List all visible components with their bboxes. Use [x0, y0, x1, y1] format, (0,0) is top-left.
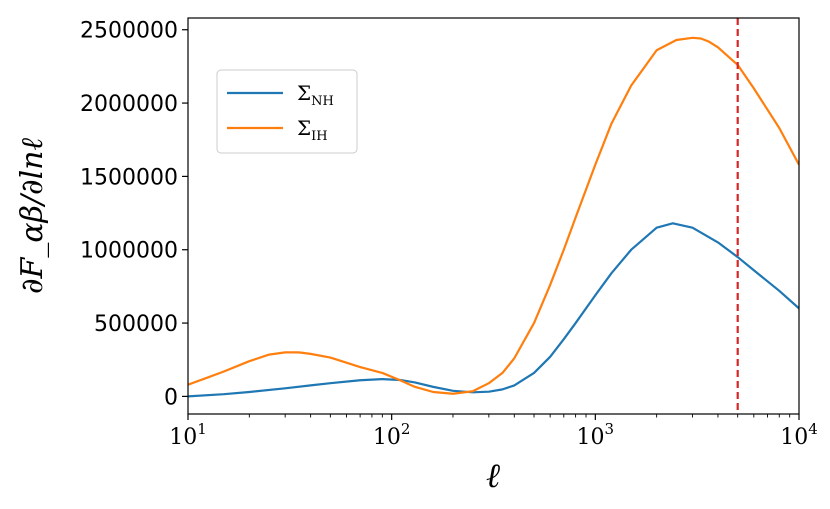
x-tick-label: 101 [169, 420, 207, 450]
plot-frame [187, 17, 800, 415]
x-axis: 101 102 103 104 [169, 414, 818, 450]
svg-text:∂F_αβ/∂lnℓ: ∂F_αβ/∂lnℓ [15, 138, 50, 294]
x-axis-label: ℓ [486, 456, 500, 496]
x-tick-label: 102 [373, 420, 411, 450]
y-axis: 0 500000 1000000 1500000 2000000 2500000 [80, 19, 188, 410]
legend: ΣNH ΣIH [216, 69, 358, 154]
y-axis-label-text: ∂F_αβ/∂lnℓ [15, 138, 50, 294]
series-line-nh [188, 222, 799, 398]
y-tick-label: 500000 [94, 312, 178, 337]
y-tick-label: 2000000 [80, 92, 178, 117]
y-tick-label: 1500000 [80, 165, 178, 190]
y-axis-label: ∂F_αβ/∂lnℓ [15, 138, 50, 294]
legend-frame [216, 69, 358, 154]
legend-label-ih: ΣIH [297, 116, 328, 144]
x-tick-label: 103 [577, 420, 615, 450]
y-tick-label: 2500000 [80, 19, 178, 44]
y-tick-label: 1000000 [80, 239, 178, 264]
x-tick-label: 104 [780, 420, 818, 450]
series-line-ih [188, 36, 799, 395]
legend-label-nh: ΣNH [297, 81, 334, 109]
y-tick-label: 0 [164, 385, 178, 410]
series-layer [188, 36, 799, 398]
